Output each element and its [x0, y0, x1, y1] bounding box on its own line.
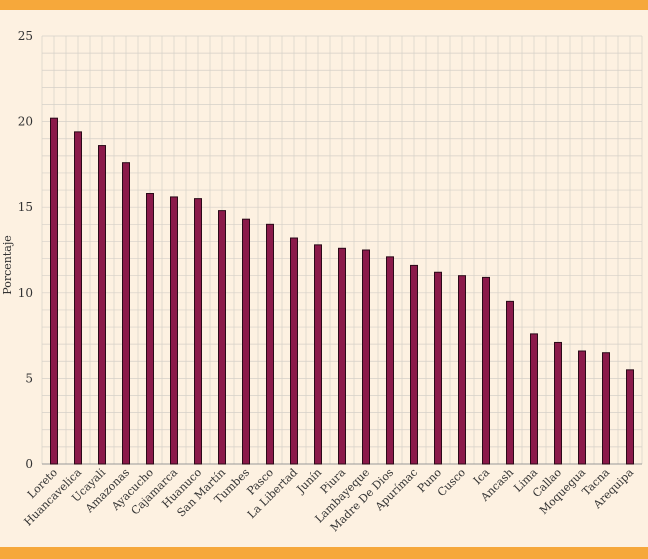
bar-ucayali: [98, 145, 106, 465]
bar-huanuco: [194, 198, 202, 465]
bar-la-libertad: [290, 237, 298, 465]
bar-junín: [314, 244, 322, 465]
bar-tumbes: [242, 218, 250, 465]
bar-cusco: [458, 275, 466, 465]
bar-puno: [434, 271, 442, 465]
bar-apurímac: [410, 264, 418, 465]
bar-huancavelica: [74, 131, 82, 465]
bar-san-martín: [218, 210, 226, 465]
bar-lima: [530, 333, 538, 465]
bar-pasco: [266, 223, 274, 465]
bar-amazonas: [122, 162, 130, 465]
bar-piura: [338, 247, 346, 465]
x-axis-ticks: LoretoHuancavelicaUcayaliAmazonasAyacuch…: [22, 466, 637, 535]
bar-loreto: [50, 117, 58, 465]
y-tick-label: 15: [18, 200, 33, 214]
bar-ancash: [506, 300, 514, 465]
bar-tacna: [602, 352, 610, 465]
y-axis-label: Porcentaje: [1, 235, 14, 295]
bar-cajamarca: [170, 196, 178, 465]
top-band: [0, 0, 648, 10]
bar-moquegua: [578, 350, 586, 465]
bar-ica: [482, 276, 490, 465]
y-tick-label: 20: [18, 115, 33, 129]
y-tick-label: 5: [25, 371, 33, 385]
bar-lambayeque: [362, 249, 370, 465]
bar-ayacucho: [146, 193, 154, 465]
y-tick-label: 25: [18, 29, 33, 43]
bar-madre-de-dios: [386, 256, 394, 465]
y-axis-ticks: 0 5 10 15 20 25: [18, 29, 33, 471]
bar-arequipa: [626, 369, 634, 465]
x-tick-label: Cusco: [435, 466, 468, 499]
y-tick-label: 0: [25, 457, 33, 471]
bars: [50, 117, 634, 465]
x-tick-label: Junín: [294, 466, 325, 497]
bottom-band: [0, 547, 648, 559]
bar-callao: [554, 341, 562, 465]
y-tick-label: 10: [18, 286, 33, 300]
